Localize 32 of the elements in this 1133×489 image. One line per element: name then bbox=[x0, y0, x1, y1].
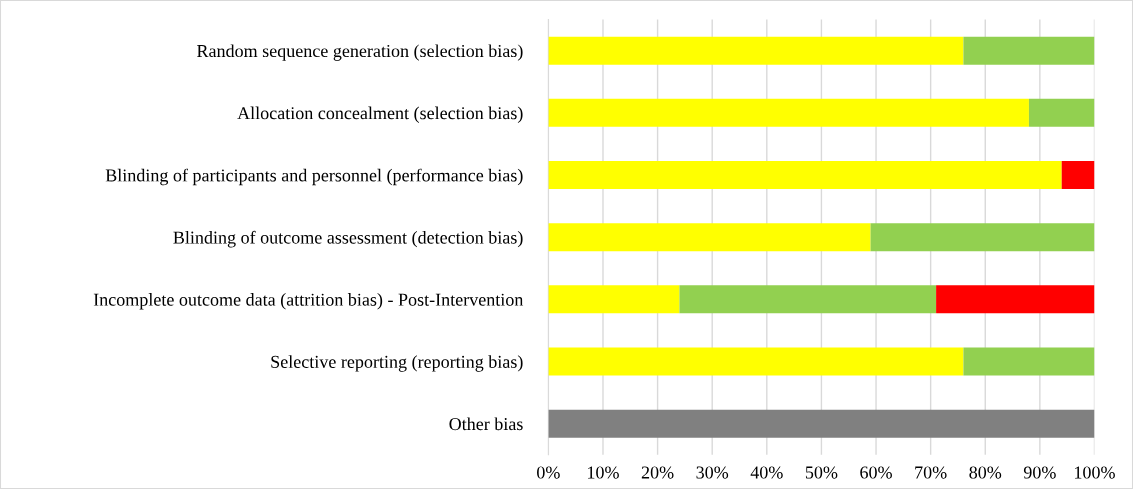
y-tick-label: Selective reporting (reporting bias) bbox=[271, 355, 523, 372]
x-tick-label: 100% bbox=[1075, 466, 1115, 479]
x-tick-label: 30% bbox=[696, 466, 729, 479]
bar bbox=[548, 223, 871, 252]
x-tick-label: 90% bbox=[1023, 466, 1056, 479]
bar bbox=[679, 285, 937, 314]
y-tick-label: Other bias bbox=[449, 417, 523, 431]
y-tick-label: Incomplete outcome data (attrition bias) - Post-Intervention bbox=[93, 293, 524, 310]
bar bbox=[548, 409, 1095, 438]
x-tick-label: 80% bbox=[969, 466, 1002, 479]
bar bbox=[548, 161, 1062, 189]
x-tick-label: 60% bbox=[860, 466, 892, 479]
bar bbox=[1028, 98, 1095, 127]
y-tick-label: Allocation concealment (selection bias) bbox=[237, 106, 523, 123]
bar bbox=[548, 98, 1029, 127]
x-tick-label: 10% bbox=[588, 466, 619, 479]
bar bbox=[963, 36, 1095, 65]
y-tick-label: Blinding of outcome assessment (detection bias) bbox=[173, 230, 523, 248]
bar bbox=[548, 36, 964, 65]
x-tick-label: 50% bbox=[805, 466, 838, 479]
y-tick-label: Blinding of participants and personnel (performance bias) bbox=[105, 168, 523, 186]
x-tick-label: 20% bbox=[641, 466, 674, 479]
bar bbox=[548, 285, 680, 314]
x-tick-label: 40% bbox=[750, 466, 783, 479]
x-tick-label: 0% bbox=[537, 466, 560, 479]
bar bbox=[963, 347, 1095, 376]
bar bbox=[870, 223, 1095, 252]
x-tick-label: 70% bbox=[915, 466, 947, 479]
bar bbox=[1061, 161, 1095, 189]
y-tick-label: Random sequence generation (selection bias) bbox=[196, 44, 523, 61]
bar bbox=[936, 285, 1095, 314]
bar bbox=[548, 347, 964, 376]
